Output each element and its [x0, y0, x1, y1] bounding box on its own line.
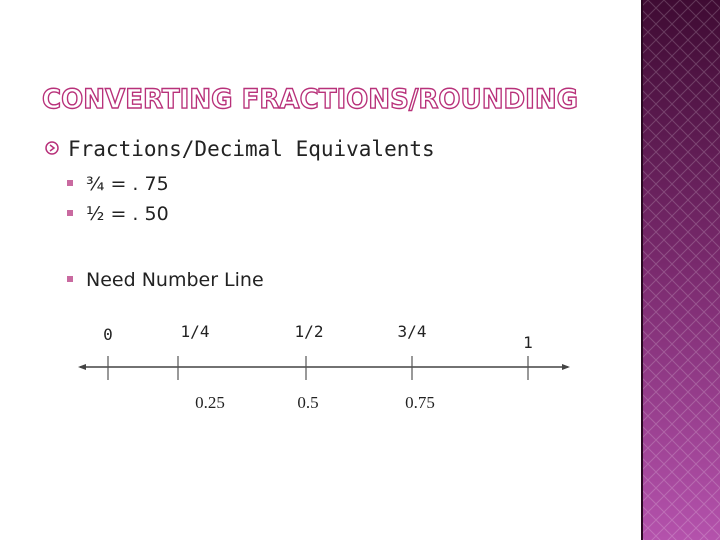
decimal-label: 0.25	[195, 393, 225, 412]
sub-bullet	[67, 276, 73, 282]
decimal-label: 0.5	[297, 393, 318, 412]
sub-item: ¾ = . 75	[86, 173, 169, 195]
sub-item: Need Number Line	[86, 269, 264, 291]
fraction-label: 1	[523, 333, 533, 352]
slide-title: CONVERTING FRACTIONS/ROUNDING	[42, 84, 578, 115]
sub-bullet	[67, 180, 73, 186]
fraction-label: 1/4	[181, 322, 210, 341]
decimal-label: 0.75	[405, 393, 435, 412]
fraction-label: 1/2	[295, 322, 324, 341]
bullet-icon	[45, 141, 59, 155]
sub-item: ½ = . 50	[86, 203, 169, 225]
number-line	[78, 356, 570, 380]
side-pattern	[642, 0, 720, 540]
fraction-label: 0	[103, 325, 113, 344]
bullet-text: Fractions/Decimal Equivalents	[68, 137, 435, 161]
fraction-label: 3/4	[398, 322, 427, 341]
sub-bullet	[67, 210, 73, 216]
